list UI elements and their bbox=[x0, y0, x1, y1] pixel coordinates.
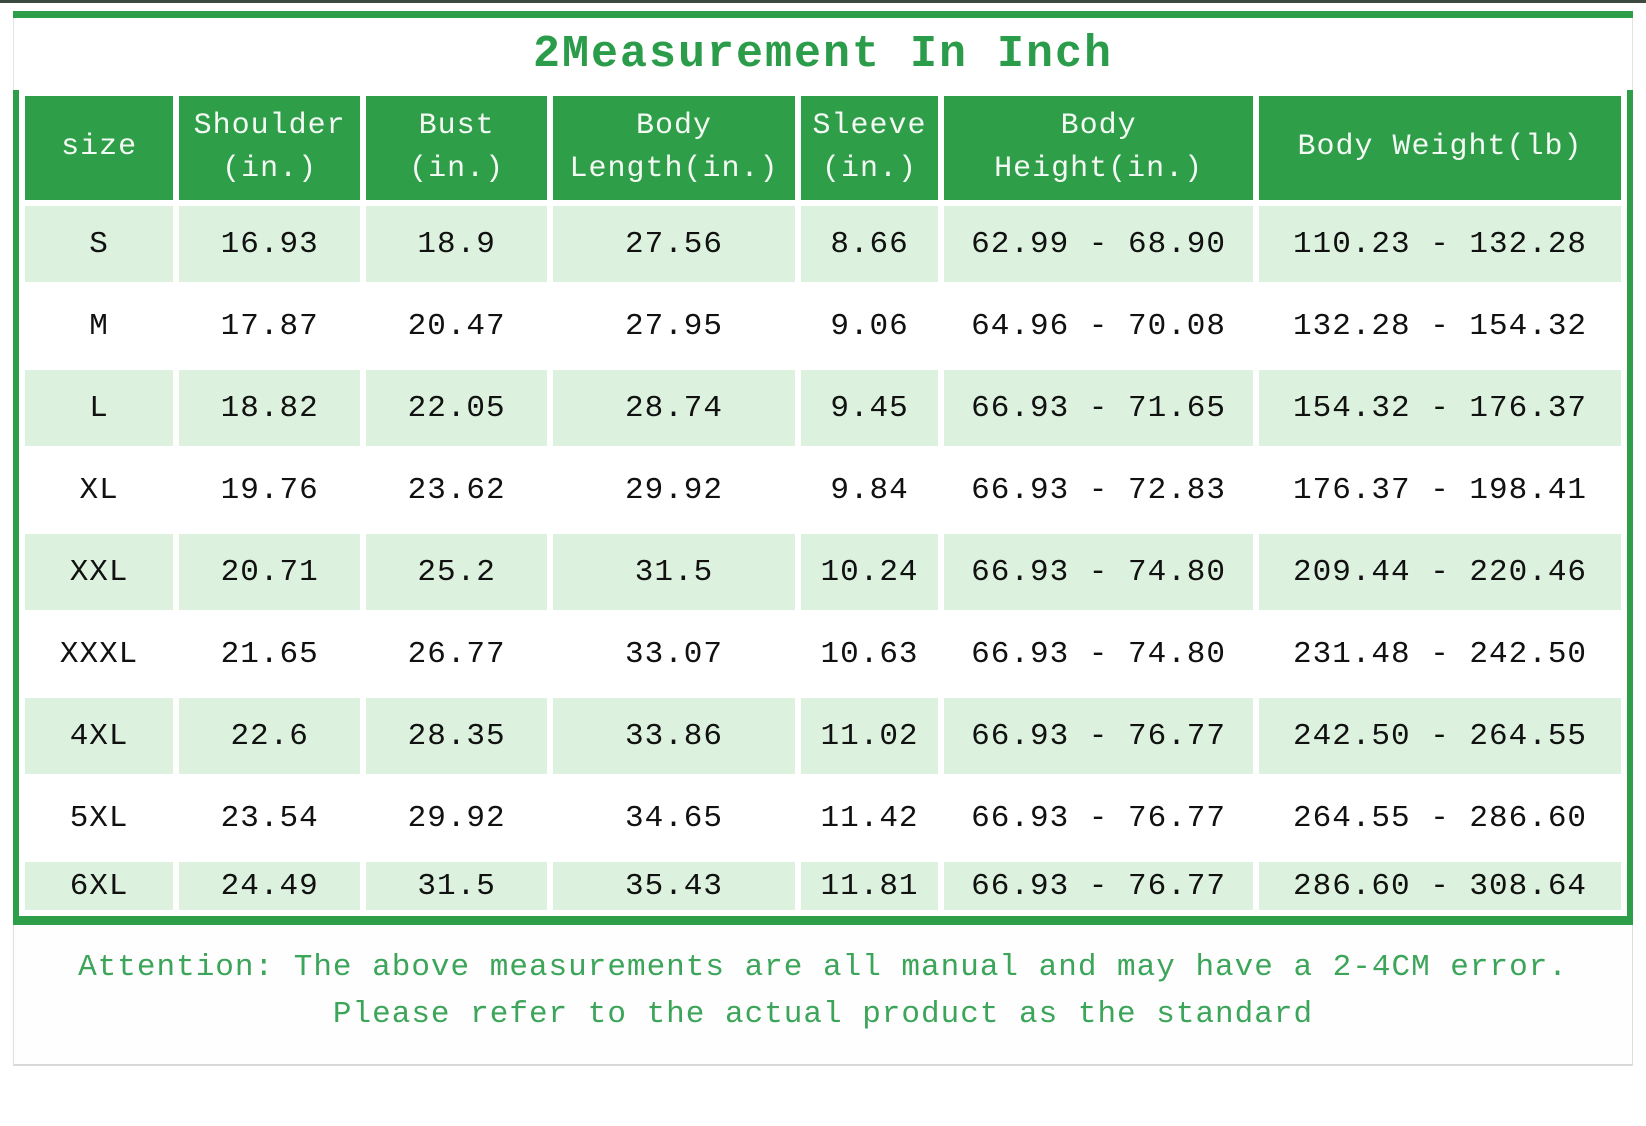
measurement-value: 132.28 - 154.32 bbox=[1259, 288, 1621, 364]
measurement-value: 23.62 bbox=[366, 452, 548, 528]
measurement-value: 62.99 - 68.90 bbox=[944, 206, 1254, 282]
measurement-value: 24.49 bbox=[179, 862, 361, 910]
measurement-value: 23.54 bbox=[179, 780, 361, 856]
size-label: M bbox=[25, 288, 174, 364]
measurement-value: 16.93 bbox=[179, 206, 361, 282]
table-row-L: L 18.82 22.05 28.74 9.45 66.93 - 71.65 154.32 … bbox=[25, 370, 1621, 446]
table-row-5XL: 5XL 23.54 29.92 34.65 11.42 66.93 - 76.77 264.… bbox=[25, 780, 1621, 856]
measurement-value: 154.32 - 176.37 bbox=[1259, 370, 1621, 446]
measurement-value: 33.07 bbox=[553, 616, 795, 692]
measurement-value: 20.47 bbox=[366, 288, 548, 364]
measurement-value: 66.93 - 72.83 bbox=[944, 452, 1254, 528]
size-chart-sheet: 2Measurement In Inch size Shoulder (in.) B… bbox=[13, 11, 1633, 1066]
attention-line-2: Please refer to the actual product as th… bbox=[332, 996, 1314, 1032]
measurement-value: 27.56 bbox=[553, 206, 795, 282]
size-label: 6XL bbox=[25, 862, 174, 910]
size-measurement-table: size Shoulder (in.) Bust (in.) Body Length(… bbox=[19, 90, 1627, 916]
measurement-value: 29.92 bbox=[366, 780, 548, 856]
size-label: XXXL bbox=[25, 616, 174, 692]
measurement-value: 17.87 bbox=[179, 288, 361, 364]
measurement-value: 9.45 bbox=[800, 370, 939, 446]
column-header-4: Sleeve (in.) bbox=[800, 96, 939, 200]
measurement-value: 231.48 - 242.50 bbox=[1259, 616, 1621, 692]
measurement-value: 286.60 - 308.64 bbox=[1259, 862, 1621, 910]
column-header-0: size bbox=[25, 96, 174, 200]
measurement-value: 10.24 bbox=[800, 534, 939, 610]
column-header-5: Body Height(in.) bbox=[944, 96, 1254, 200]
chart-title: 2Measurement In Inch bbox=[13, 18, 1633, 90]
measurement-value: 22.6 bbox=[179, 698, 361, 774]
attention-note: Attention: The above measurements are al… bbox=[13, 925, 1633, 1066]
measurement-value: 31.5 bbox=[553, 534, 795, 610]
measurement-value: 21.65 bbox=[179, 616, 361, 692]
measurement-value: 33.86 bbox=[553, 698, 795, 774]
measurement-value: 66.93 - 76.77 bbox=[944, 780, 1254, 856]
table-row-6XL: 6XL 24.49 31.5 35.43 11.81 66.93 - 76.77 286.6… bbox=[25, 862, 1621, 910]
measurement-value: 66.93 - 76.77 bbox=[944, 862, 1254, 910]
measurement-value: 66.93 - 74.80 bbox=[944, 616, 1254, 692]
size-label: XXL bbox=[25, 534, 174, 610]
measurement-value: 22.05 bbox=[366, 370, 548, 446]
measurement-value: 242.50 - 264.55 bbox=[1259, 698, 1621, 774]
measurement-value: 66.93 - 71.65 bbox=[944, 370, 1254, 446]
measurement-value: 18.9 bbox=[366, 206, 548, 282]
measurement-value: 264.55 - 286.60 bbox=[1259, 780, 1621, 856]
table-row-4XL: 4XL 22.6 28.35 33.86 11.02 66.93 - 76.77 242.5… bbox=[25, 698, 1621, 774]
measurement-value: 11.42 bbox=[800, 780, 939, 856]
image-top-edge-line bbox=[0, 0, 1646, 3]
measurement-value: 9.06 bbox=[800, 288, 939, 364]
measurement-value: 28.74 bbox=[553, 370, 795, 446]
measurement-value: 66.93 - 74.80 bbox=[944, 534, 1254, 610]
size-table-frame: size Shoulder (in.) Bust (in.) Body Length(… bbox=[13, 90, 1633, 925]
measurement-value: 28.35 bbox=[366, 698, 548, 774]
measurement-value: 66.93 - 76.77 bbox=[944, 698, 1254, 774]
measurement-value: 11.81 bbox=[800, 862, 939, 910]
measurement-value: 176.37 - 198.41 bbox=[1259, 452, 1621, 528]
size-label: XL bbox=[25, 452, 174, 528]
attention-line-1: Attention: The above measurements are al… bbox=[78, 950, 1568, 985]
measurement-value: 209.44 - 220.46 bbox=[1259, 534, 1621, 610]
size-label: 4XL bbox=[25, 698, 174, 774]
size-label: S bbox=[25, 206, 174, 282]
measurement-value: 11.02 bbox=[800, 698, 939, 774]
measurement-value: 29.92 bbox=[553, 452, 795, 528]
measurement-value: 19.76 bbox=[179, 452, 361, 528]
measurement-value: 26.77 bbox=[366, 616, 548, 692]
table-row-XXL: XXL 20.71 25.2 31.5 10.24 66.93 - 74.80 209.44… bbox=[25, 534, 1621, 610]
measurement-value: 18.82 bbox=[179, 370, 361, 446]
column-header-1: Shoulder (in.) bbox=[179, 96, 361, 200]
measurement-value: 8.66 bbox=[800, 206, 939, 282]
measurement-value: 34.65 bbox=[553, 780, 795, 856]
measurement-value: 110.23 - 132.28 bbox=[1259, 206, 1621, 282]
measurement-value: 10.63 bbox=[800, 616, 939, 692]
measurement-value: 31.5 bbox=[366, 862, 548, 910]
table-row-XXXL: XXXL 21.65 26.77 33.07 10.63 66.93 - 74.80 231… bbox=[25, 616, 1621, 692]
column-header-6: Body Weight(lb) bbox=[1259, 96, 1621, 200]
table-row-S: S 16.93 18.9 27.56 8.66 62.99 - 68.90 110.23 -… bbox=[25, 206, 1621, 282]
measurement-value: 35.43 bbox=[553, 862, 795, 910]
size-label: L bbox=[25, 370, 174, 446]
measurement-value: 25.2 bbox=[366, 534, 548, 610]
size-label: 5XL bbox=[25, 780, 174, 856]
measurement-value: 20.71 bbox=[179, 534, 361, 610]
column-header-2: Bust (in.) bbox=[366, 96, 548, 200]
measurement-value: 9.84 bbox=[800, 452, 939, 528]
table-row-XL: XL 19.76 23.62 29.92 9.84 66.93 - 72.83 176.37… bbox=[25, 452, 1621, 528]
table-row-M: M 17.87 20.47 27.95 9.06 64.96 - 70.08 132.28 … bbox=[25, 288, 1621, 364]
column-header-3: Body Length(in.) bbox=[553, 96, 795, 200]
measurement-value: 64.96 - 70.08 bbox=[944, 288, 1254, 364]
top-green-divider bbox=[13, 11, 1633, 18]
table-header-row: size Shoulder (in.) Bust (in.) Body Length(… bbox=[25, 96, 1621, 200]
measurement-value: 27.95 bbox=[553, 288, 795, 364]
